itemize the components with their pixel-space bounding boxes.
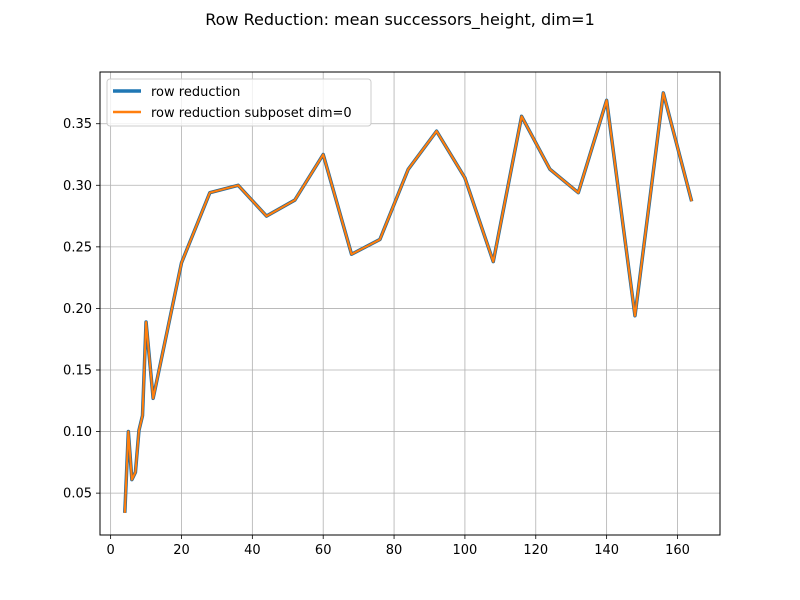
legend-box [106, 78, 372, 127]
plot-frame [99, 71, 721, 536]
legend-label-row-reduction: row reduction [151, 85, 240, 100]
x-tick-label: 60 [315, 543, 332, 558]
x-tick-label: 80 [386, 543, 403, 558]
chart-title: Row Reduction: mean successors_height, d… [205, 10, 595, 30]
axis-ticks: 0 20 40 60 80 100 120 140 160 0.05 0.10 0.15 0.20 0.2… [63, 117, 690, 558]
series-line-row-reduction-subposet [123, 91, 693, 513]
legend-label-row-reduction-subposet: row reduction subposet dim=0 [151, 106, 352, 121]
y-tick-label: 0.25 [63, 240, 92, 255]
x-tick-label: 20 [173, 543, 190, 558]
series-layer [123, 91, 694, 513]
x-tick-label: 120 [523, 543, 548, 558]
x-tick-label: 140 [594, 543, 619, 558]
x-tick-label: 160 [665, 543, 690, 558]
y-tick-label: 0.15 [63, 363, 92, 378]
x-tick-label: 0 [106, 543, 114, 558]
y-tick-label: 0.20 [63, 302, 92, 317]
y-tick-label: 0.30 [63, 179, 92, 194]
legend: row reduction row reduction subposet dim… [106, 78, 372, 127]
y-tick-label: 0.10 [63, 425, 92, 440]
y-tick-label: 0.05 [63, 487, 92, 502]
x-tick-label: 40 [244, 543, 261, 558]
x-tick-label: 100 [453, 543, 478, 558]
y-tick-label: 0.35 [63, 117, 92, 132]
